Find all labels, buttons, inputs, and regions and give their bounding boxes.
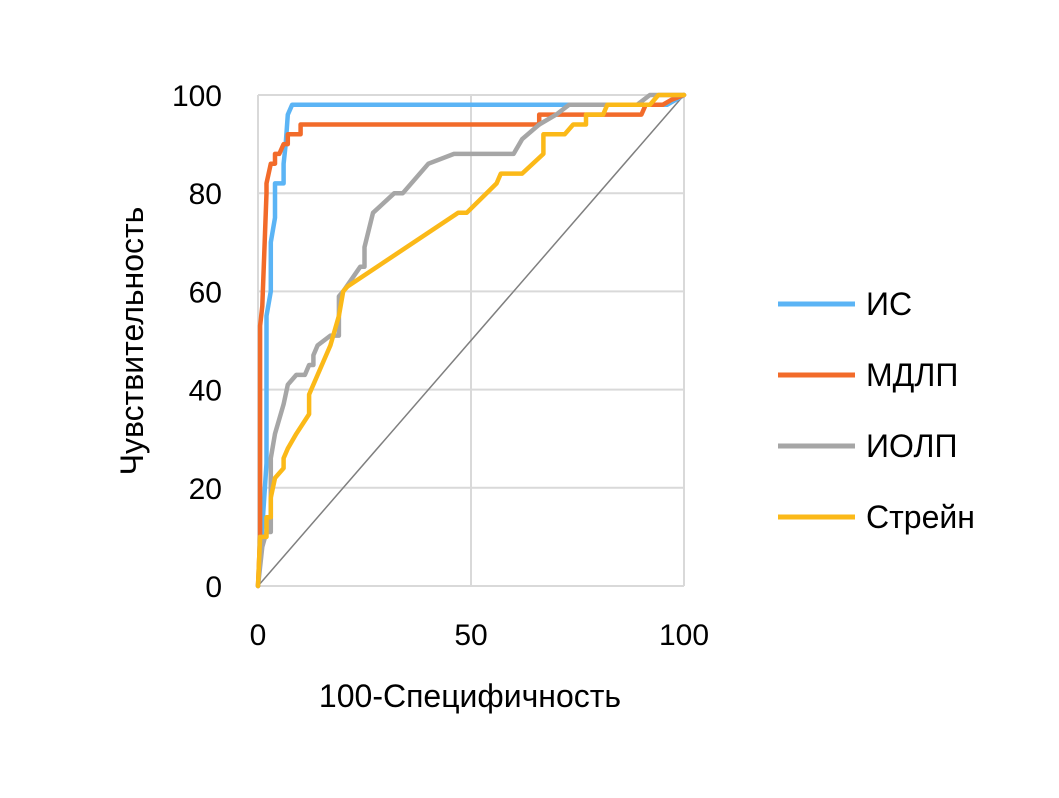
y-tick-label-3: 60 — [189, 276, 222, 309]
x-tick-label-0: 0 — [250, 619, 267, 652]
y-tick-label-1: 20 — [189, 473, 222, 506]
legend-label-1: МДЛП — [866, 357, 958, 393]
reference-diagonal — [257, 94, 685, 587]
x-axis-title: 100-Специфичность — [319, 678, 621, 714]
reference-line — [257, 94, 685, 587]
series-line-3 — [255, 92, 687, 589]
y-tick-label-0: 0 — [205, 571, 222, 604]
x-tick-label-2: 100 — [659, 619, 709, 652]
x-tick-label-1: 50 — [454, 619, 487, 652]
gridlines — [257, 94, 685, 587]
series-line-1 — [255, 92, 687, 589]
legend-label-2: ИОЛП — [866, 428, 958, 464]
series-lines — [255, 92, 687, 589]
y-tick-label-4: 80 — [189, 178, 222, 211]
y-axis-title: Чувствительность — [114, 207, 150, 476]
series-line-0 — [255, 92, 687, 589]
y-tick-labels: 0 20 40 60 80 100 — [172, 80, 222, 604]
x-tick-labels: 0 50 100 — [250, 619, 709, 652]
legend-label-0: ИС — [866, 286, 912, 322]
legend-label-3: Стрейн — [866, 499, 975, 535]
legend: ИС МДЛП ИОЛП Стрейн — [778, 286, 975, 535]
y-tick-label-5: 100 — [172, 80, 222, 113]
y-tick-label-2: 40 — [189, 375, 222, 408]
